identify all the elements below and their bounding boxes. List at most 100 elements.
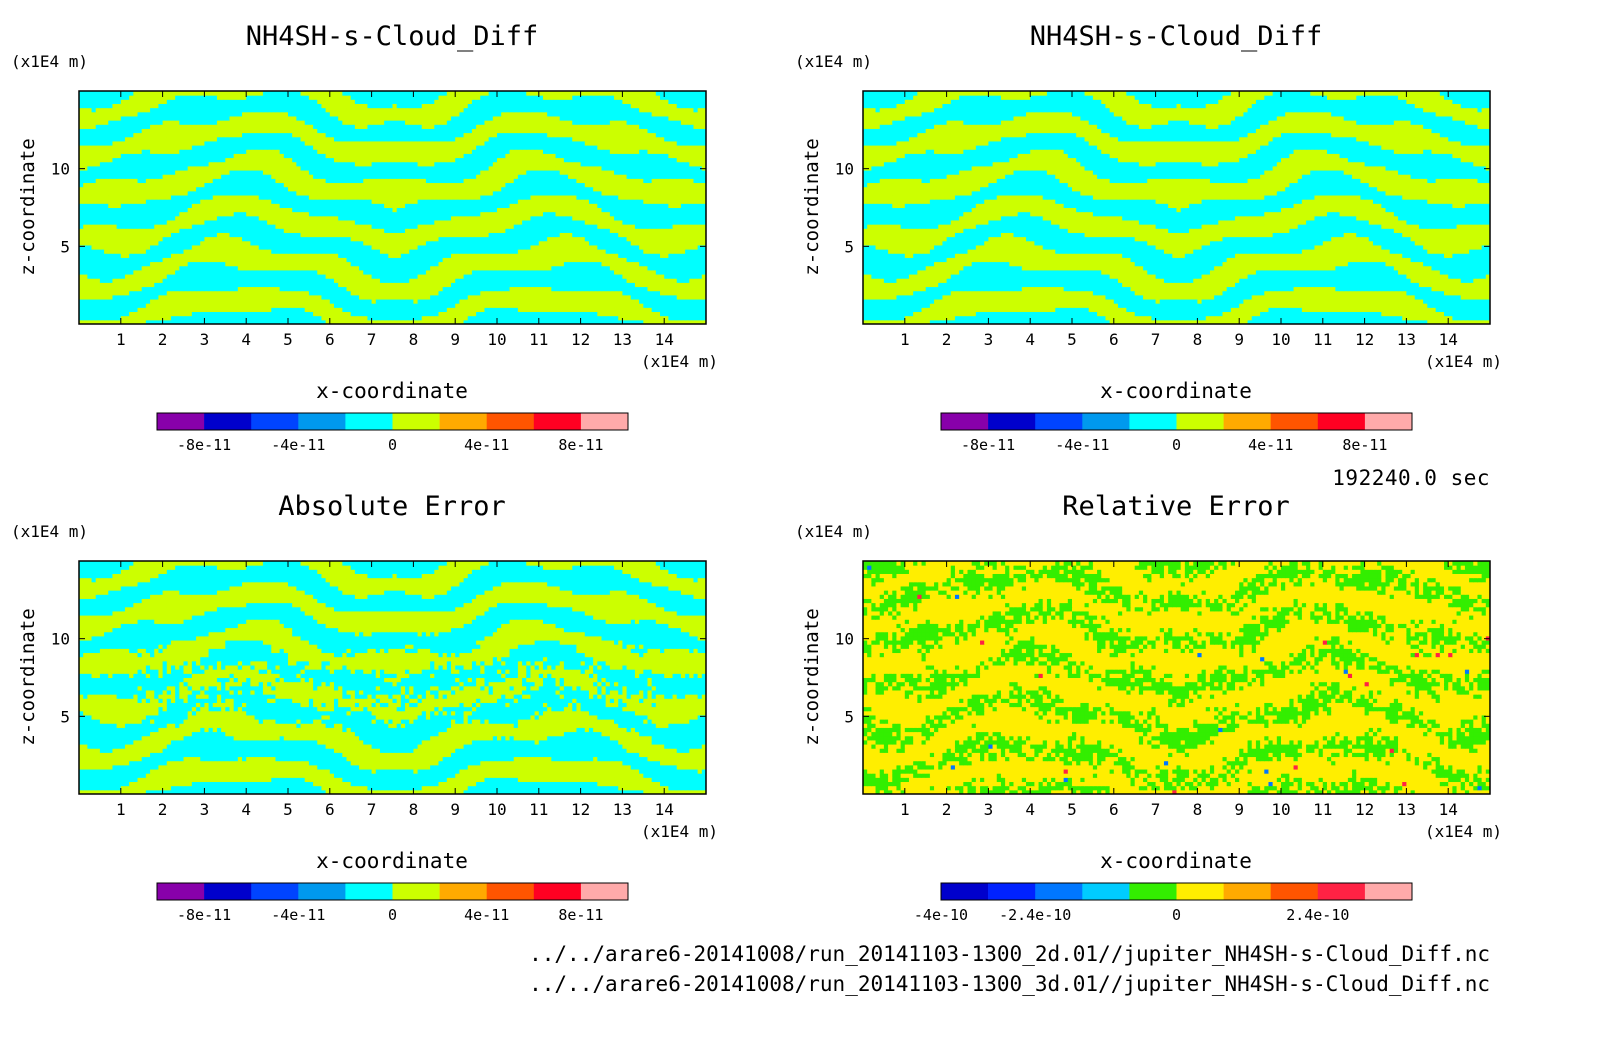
heatmap-cell bbox=[183, 240, 189, 246]
heatmap-cell bbox=[626, 199, 632, 204]
heatmap-cell bbox=[580, 211, 586, 217]
heatmap-cell bbox=[484, 269, 490, 275]
heatmap-cell bbox=[208, 195, 214, 200]
heatmap-cell bbox=[262, 249, 268, 254]
heatmap-cell bbox=[242, 186, 247, 192]
heatmap-cell bbox=[271, 282, 276, 288]
heatmap-cell bbox=[413, 299, 419, 304]
heatmap-cell bbox=[129, 211, 134, 217]
heatmap-cell bbox=[425, 215, 431, 221]
heatmap-cell bbox=[124, 190, 130, 196]
heatmap-cell bbox=[480, 236, 485, 242]
heatmap-cell bbox=[200, 286, 205, 292]
heatmap-cell bbox=[542, 199, 548, 204]
heatmap-cell bbox=[685, 199, 690, 204]
heatmap-cell bbox=[87, 232, 93, 238]
heatmap-cell bbox=[451, 265, 456, 271]
heatmap-cell bbox=[501, 278, 506, 283]
heatmap-cell bbox=[191, 199, 197, 204]
heatmap-cell bbox=[446, 199, 452, 204]
heatmap-cell bbox=[572, 265, 577, 271]
heatmap-cell bbox=[262, 224, 268, 229]
heatmap-cell bbox=[488, 232, 494, 238]
heatmap-cell bbox=[701, 265, 707, 271]
heatmap-cell bbox=[325, 211, 331, 217]
heatmap-cell bbox=[647, 211, 653, 217]
heatmap-cell bbox=[212, 274, 218, 279]
heatmap-cell bbox=[359, 294, 364, 300]
heatmap-cell bbox=[634, 307, 640, 313]
heatmap-cell bbox=[225, 207, 230, 213]
heatmap-cell bbox=[446, 311, 452, 317]
heatmap-cell bbox=[141, 303, 147, 308]
heatmap-cell bbox=[191, 249, 197, 254]
heatmap-cell bbox=[129, 236, 134, 242]
heatmap-cell bbox=[622, 232, 628, 238]
heatmap-cell bbox=[187, 186, 193, 192]
heatmap-cell bbox=[116, 232, 122, 238]
heatmap-cell bbox=[438, 261, 444, 267]
heatmap-cell bbox=[392, 274, 398, 279]
heatmap-cell bbox=[655, 186, 661, 192]
heatmap-cell bbox=[141, 278, 147, 283]
heatmap-cell bbox=[359, 224, 364, 229]
heatmap-cell bbox=[497, 307, 502, 313]
heatmap-cell bbox=[204, 274, 210, 279]
heatmap-cell bbox=[166, 299, 172, 304]
heatmap-cell bbox=[233, 303, 239, 308]
heatmap-cell bbox=[379, 199, 385, 204]
heatmap-cell bbox=[697, 190, 703, 196]
heatmap-cell bbox=[630, 232, 636, 238]
heatmap-cell bbox=[501, 311, 506, 317]
heatmap-cell bbox=[150, 307, 155, 313]
heatmap-cell bbox=[296, 236, 302, 242]
heatmap-cell bbox=[513, 319, 519, 325]
heatmap-cell bbox=[246, 319, 251, 325]
heatmap-cell bbox=[133, 228, 139, 233]
heatmap-cell bbox=[392, 190, 398, 196]
heatmap-cell bbox=[317, 215, 322, 221]
heatmap-cell bbox=[154, 319, 159, 325]
heatmap-cell bbox=[267, 249, 272, 254]
heatmap-cell bbox=[451, 232, 456, 238]
heatmap-cell bbox=[430, 311, 435, 317]
heatmap-cell bbox=[409, 319, 414, 325]
heatmap-cell bbox=[187, 203, 193, 208]
heatmap-cell bbox=[300, 232, 306, 238]
heatmap-cell bbox=[359, 190, 364, 196]
heatmap-cell bbox=[308, 244, 314, 250]
heatmap-cell bbox=[425, 261, 431, 267]
heatmap-cell bbox=[517, 240, 523, 246]
heatmap-cell bbox=[133, 215, 139, 221]
heatmap-cell bbox=[417, 299, 423, 304]
heatmap-cell bbox=[471, 199, 477, 204]
heatmap-cell bbox=[191, 282, 197, 288]
heatmap-cell bbox=[417, 199, 423, 204]
heatmap-cell bbox=[584, 249, 590, 254]
heatmap-cell bbox=[329, 274, 335, 279]
heatmap-cell bbox=[237, 203, 243, 208]
heatmap-cell bbox=[150, 311, 155, 317]
heatmap-cell bbox=[501, 249, 506, 254]
heatmap-cell bbox=[191, 236, 197, 242]
heatmap-cell bbox=[133, 257, 139, 263]
heatmap-cell bbox=[179, 315, 184, 321]
heatmap-cell bbox=[413, 294, 419, 300]
heatmap-cell bbox=[288, 249, 293, 254]
heatmap-cell bbox=[162, 244, 168, 250]
heatmap-cell bbox=[229, 215, 235, 221]
heatmap-cell bbox=[580, 228, 586, 233]
heatmap-cell bbox=[229, 186, 235, 192]
heatmap-cell bbox=[292, 211, 297, 217]
heatmap-cell bbox=[129, 307, 134, 313]
heatmap-cell bbox=[471, 278, 477, 283]
heatmap-cell bbox=[517, 278, 523, 283]
heatmap-cell bbox=[396, 278, 402, 283]
heatmap-cell bbox=[112, 303, 118, 308]
heatmap-cell bbox=[183, 186, 189, 192]
heatmap-cell bbox=[283, 265, 289, 271]
heatmap-cell bbox=[672, 278, 678, 283]
heatmap-cell bbox=[162, 190, 168, 196]
heatmap-cell bbox=[651, 224, 657, 229]
heatmap-cell bbox=[229, 269, 235, 275]
